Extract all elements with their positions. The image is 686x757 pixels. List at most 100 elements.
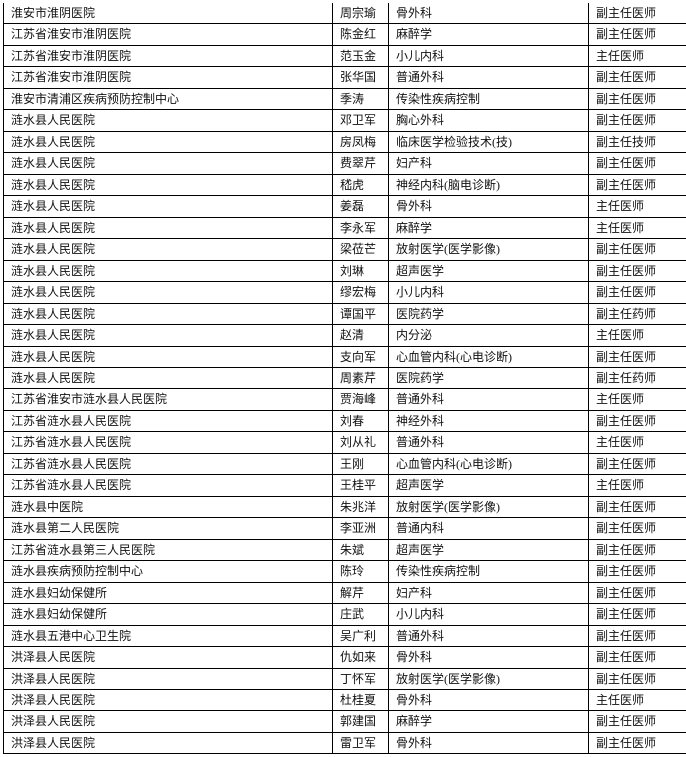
specialty-cell: 小儿内科 bbox=[388, 604, 588, 625]
institution-cell: 涟水县疾病预防控制中心 bbox=[3, 561, 332, 582]
name-cell: 季涛 bbox=[332, 88, 388, 110]
table-row: 涟水县人民医院 缪宏梅 小儿内科 副主任医师 bbox=[3, 282, 686, 304]
specialty-cell: 传染性疾病控制 bbox=[388, 88, 588, 110]
institution-cell: 涟水县人民医院 bbox=[3, 325, 332, 346]
table-row: 江苏省涟水县人民医院 刘从礼 普通外科 主任医师 bbox=[3, 432, 686, 454]
title-cell: 副主任医师 bbox=[588, 346, 686, 367]
table-row: 江苏省淮安市淮阴医院 范玉金 小儿内科 主任医师 bbox=[3, 45, 686, 68]
institution-cell: 洪泽县人民医院 bbox=[3, 711, 332, 732]
title-cell: 副主任医师 bbox=[588, 88, 686, 110]
name-cell: 赵清 bbox=[332, 325, 388, 346]
name-cell: 支向军 bbox=[332, 346, 388, 367]
specialty-cell: 妇产科 bbox=[388, 153, 588, 174]
name-cell: 张华国 bbox=[332, 67, 388, 88]
specialty-cell: 骨外科 bbox=[388, 732, 588, 754]
title-cell: 副主任医师 bbox=[588, 518, 686, 539]
specialty-cell: 临床医学检验技术(技) bbox=[388, 131, 588, 153]
name-cell: 李亚洲 bbox=[332, 518, 388, 539]
title-cell: 副主任医师 bbox=[588, 24, 686, 45]
title-cell: 副主任医师 bbox=[588, 625, 686, 647]
specialty-cell: 心血管内科(心电诊断) bbox=[388, 453, 588, 475]
specialty-cell: 医院药学 bbox=[388, 303, 588, 325]
name-cell: 贾海峰 bbox=[332, 389, 388, 410]
name-cell: 房凤梅 bbox=[332, 131, 388, 153]
title-cell: 副主任药师 bbox=[588, 367, 686, 389]
table-row: 涟水县人民医院 李永军 麻醉学 主任医师 bbox=[3, 217, 686, 240]
specialty-cell: 放射医学(医学影像) bbox=[388, 668, 588, 689]
table-row: 江苏省淮安市淮阴医院 张华国 普通外科 副主任医师 bbox=[3, 67, 686, 89]
name-cell: 姜磊 bbox=[332, 196, 388, 217]
table-row: 涟水县人民医院 梁莅芒 放射医学(医学影像) 副主任医师 bbox=[3, 239, 686, 261]
table-row: 涟水县人民医院 刘琳 超声医学 副主任医师 bbox=[3, 260, 686, 283]
institution-cell: 涟水县人民医院 bbox=[3, 303, 332, 325]
table-row: 洪泽县人民医院 仇如来 骨外科 副主任医师 bbox=[3, 647, 686, 669]
title-cell: 主任医师 bbox=[588, 217, 686, 239]
title-cell: 副主任药师 bbox=[588, 303, 686, 325]
specialty-cell: 小儿内科 bbox=[388, 45, 588, 67]
specialty-cell: 神经内科(脑电诊断) bbox=[388, 174, 588, 196]
specialty-cell: 放射医学(医学影像) bbox=[388, 239, 588, 260]
institution-cell: 洪泽县人民医院 bbox=[3, 668, 332, 689]
name-cell: 解芹 bbox=[332, 582, 388, 604]
specialty-cell: 传染性疾病控制 bbox=[388, 561, 588, 582]
table-row: 涟水县人民医院 房凤梅 临床医学检验技术(技) 副主任技师 bbox=[3, 131, 686, 154]
table-row: 江苏省涟水县人民医院 刘春 神经外科 副主任医师 bbox=[3, 410, 686, 433]
table-row: 洪泽县人民医院 杜桂夏 骨外科 主任医师 bbox=[3, 690, 686, 712]
table-row: 涟水县第二人民医院 李亚洲 普通内科 副主任医师 bbox=[3, 518, 686, 540]
institution-cell: 涟水县妇幼保健所 bbox=[3, 604, 332, 625]
specialty-cell: 妇产科 bbox=[388, 582, 588, 604]
institution-cell: 江苏省涟水县人民医院 bbox=[3, 475, 332, 496]
title-cell: 副主任医师 bbox=[588, 110, 686, 131]
specialty-cell: 心血管内科(心电诊断) bbox=[388, 346, 588, 367]
specialty-cell: 神经外科 bbox=[388, 410, 588, 432]
specialty-cell: 骨外科 bbox=[388, 196, 588, 217]
title-cell: 副主任医师 bbox=[588, 668, 686, 689]
name-cell: 丁怀军 bbox=[332, 668, 388, 689]
institution-cell: 涟水县人民医院 bbox=[3, 131, 332, 153]
institution-cell: 洪泽县人民医院 bbox=[3, 647, 332, 668]
name-cell: 庄武 bbox=[332, 604, 388, 625]
name-cell: 仇如来 bbox=[332, 647, 388, 668]
specialty-cell: 内分泌 bbox=[388, 325, 588, 346]
institution-cell: 洪泽县人民医院 bbox=[3, 732, 332, 754]
table-row: 江苏省淮安市涟水县人民医院 贾海峰 普通外科 主任医师 bbox=[3, 389, 686, 411]
name-cell: 梁莅芒 bbox=[332, 239, 388, 260]
name-cell: 周宗瑜 bbox=[332, 3, 388, 24]
institution-cell: 涟水县人民医院 bbox=[3, 153, 332, 174]
name-cell: 王刚 bbox=[332, 453, 388, 475]
title-cell: 副主任医师 bbox=[588, 647, 686, 668]
specialty-cell: 放射医学(医学影像) bbox=[388, 496, 588, 518]
specialty-cell: 超声医学 bbox=[388, 260, 588, 282]
institution-cell: 江苏省淮安市涟水县人民医院 bbox=[3, 389, 332, 410]
institution-cell: 淮安市淮阴医院 bbox=[3, 3, 332, 24]
specialty-cell: 普通外科 bbox=[388, 389, 588, 410]
specialty-cell: 麻醉学 bbox=[388, 711, 588, 732]
table-row: 涟水县人民医院 费翠芹 妇产科 副主任医师 bbox=[3, 153, 686, 175]
table-row: 涟水县人民医院 邓卫军 胸心外科 副主任医师 bbox=[3, 110, 686, 132]
institution-cell: 涟水县人民医院 bbox=[3, 282, 332, 303]
title-cell: 副主任医师 bbox=[588, 561, 686, 582]
specialty-cell: 骨外科 bbox=[388, 647, 588, 668]
name-cell: 郭建国 bbox=[332, 711, 388, 732]
institution-cell: 淮安市清浦区疾病预防控制中心 bbox=[3, 88, 332, 110]
table-row: 涟水县疾病预防控制中心 陈玲 传染性疾病控制 副主任医师 bbox=[3, 561, 686, 583]
name-cell: 吴广利 bbox=[332, 625, 388, 647]
table-row: 洪泽县人民医院 雷卫军 骨外科 副主任医师 bbox=[3, 732, 686, 755]
title-cell: 副主任医师 bbox=[588, 282, 686, 303]
title-cell: 副主任医师 bbox=[588, 67, 686, 88]
specialty-cell: 骨外科 bbox=[388, 3, 588, 24]
table-row: 涟水县人民医院 支向军 心血管内科(心电诊断) 副主任医师 bbox=[3, 346, 686, 368]
name-cell: 朱兆洋 bbox=[332, 496, 388, 518]
title-cell: 主任医师 bbox=[588, 325, 686, 346]
institution-cell: 涟水县人民医院 bbox=[3, 239, 332, 260]
title-cell: 副主任医师 bbox=[588, 539, 686, 561]
name-cell: 缪宏梅 bbox=[332, 282, 388, 303]
institution-cell: 江苏省淮安市淮阴医院 bbox=[3, 45, 332, 67]
title-cell: 主任医师 bbox=[588, 389, 686, 410]
institution-cell: 江苏省淮安市淮阴医院 bbox=[3, 67, 332, 88]
institution-cell: 江苏省涟水县人民医院 bbox=[3, 453, 332, 475]
title-cell: 副主任医师 bbox=[588, 453, 686, 475]
name-cell: 王桂平 bbox=[332, 475, 388, 496]
specialty-cell: 骨外科 bbox=[388, 690, 588, 711]
institution-cell: 江苏省涟水县人民医院 bbox=[3, 410, 332, 432]
